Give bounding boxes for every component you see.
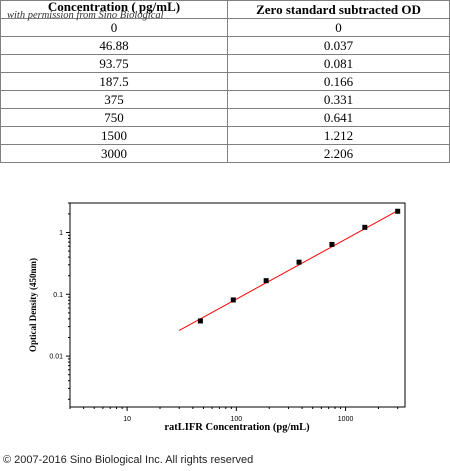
concentration-header: with permission from Sino Biological Con… <box>0 0 228 21</box>
concentration-cell: 3000 <box>0 144 228 163</box>
od-cell: 0.166 <box>227 72 450 91</box>
table-header-row: with permission from Sino Biological Con… <box>0 0 450 21</box>
od-cell: 2.206 <box>227 144 450 163</box>
od-cell: 0.081 <box>227 54 450 73</box>
data-point <box>230 297 236 303</box>
x-tick-label: 1000 <box>338 416 354 423</box>
concentration-header-label: Concentration ( pg/mL) <box>47 0 181 14</box>
table-row: 3000 2.206 <box>0 144 450 163</box>
fit-line <box>178 210 398 331</box>
points-layer <box>197 208 401 324</box>
od-header: Zero standard subtracted OD <box>227 0 450 19</box>
data-point <box>296 259 302 265</box>
standard-curve-table: with permission from Sino Biological Con… <box>0 0 450 163</box>
watermark-text: with permission from Sino Biological <box>7 10 164 21</box>
concentration-cell: 750 <box>0 108 228 127</box>
od-cell: 1.212 <box>227 126 450 145</box>
plot-frame <box>69 202 406 408</box>
table-row: 375 0.331 <box>0 90 450 109</box>
standard-curve-chart: 10 100 1000 0.01 0.1 1 ratLIFR Concentration … <box>28 202 406 433</box>
concentration-cell: 1500 <box>0 126 228 145</box>
table-row: 93.75 0.081 <box>0 54 450 73</box>
data-point <box>362 224 368 230</box>
y-tick-label: 0.1 <box>53 292 63 299</box>
table-row: 46.88 0.037 <box>0 36 450 55</box>
concentration-cell: 46.88 <box>0 36 228 55</box>
data-point <box>197 318 203 324</box>
od-cell: 0.641 <box>227 108 450 127</box>
concentration-cell: 187.5 <box>0 72 228 91</box>
od-cell: 0.037 <box>227 36 450 55</box>
table-row: 1500 1.212 <box>0 126 450 145</box>
x-axis-label: ratLIFR Concentration (pg/mL) <box>164 422 310 433</box>
x-tick-label: 10 <box>123 416 131 423</box>
concentration-cell: 93.75 <box>0 54 228 73</box>
data-point <box>395 208 401 214</box>
od-cell: 0.331 <box>227 90 450 109</box>
table-row: 750 0.641 <box>0 108 450 127</box>
y-tick-label: 0.01 <box>49 354 63 361</box>
y-axis-label: Optical Density (450nm) <box>28 258 38 352</box>
od-cell: 0 <box>227 18 450 37</box>
x-tick-label: 100 <box>230 416 242 423</box>
concentration-cell: 375 <box>0 90 228 109</box>
table-row: 0 0 <box>0 18 450 37</box>
y-tick-label: 1 <box>59 230 63 237</box>
fit-layer <box>178 210 398 331</box>
table-row: 187.5 0.166 <box>0 72 450 91</box>
axes-layer: 10 100 1000 0.01 0.1 1 <box>49 202 399 423</box>
copyright-text: © 2007-2016 Sino Biological Inc. All rig… <box>3 454 254 466</box>
data-point <box>329 241 335 247</box>
concentration-cell: 0 <box>0 18 228 37</box>
data-point <box>263 278 269 284</box>
